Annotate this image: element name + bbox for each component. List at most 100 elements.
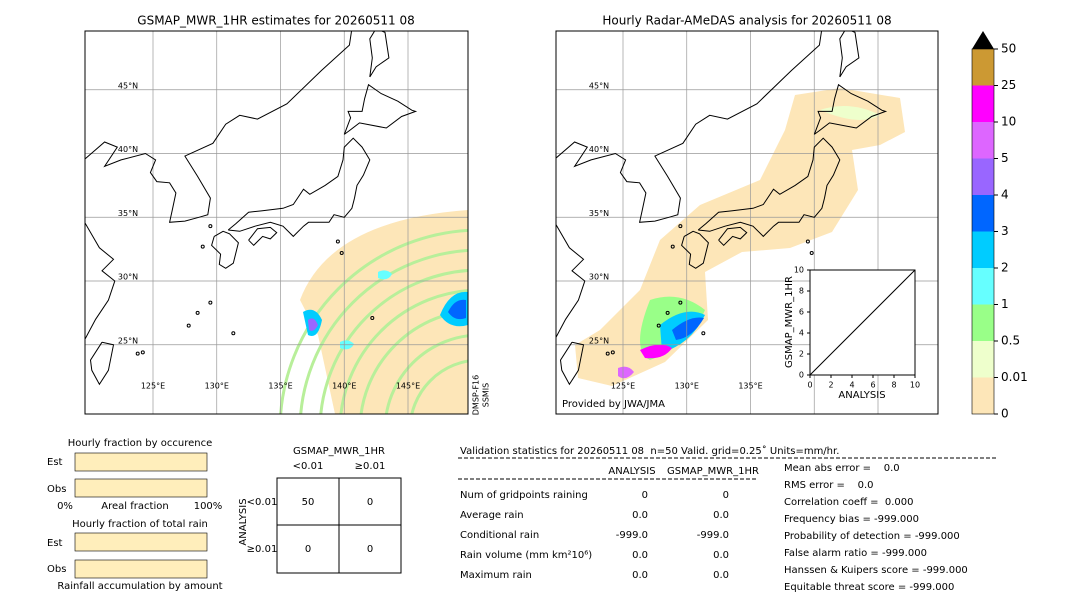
colorbar-extend	[972, 31, 994, 49]
island	[809, 250, 814, 255]
coastline	[343, 83, 418, 135]
row-label: ≥0.01	[247, 544, 278, 555]
colorbar-segment	[972, 268, 994, 305]
colorbar-segment	[972, 49, 994, 86]
satellite-label: SSMIS	[482, 383, 491, 408]
coastline	[211, 230, 239, 269]
column-label: ≥0.01	[355, 461, 386, 472]
lat-label: 35°N	[589, 209, 609, 218]
colorbar-segment	[972, 231, 994, 268]
row-label: Est	[47, 457, 63, 468]
score: Frequency bias = -999.000	[784, 514, 919, 525]
lon-label: 135°E	[738, 382, 762, 391]
score: RMS error = 0.0	[784, 480, 874, 491]
colorbar-label: 5	[1001, 151, 1009, 165]
row-label: Obs	[47, 564, 66, 575]
cell: 0	[367, 544, 373, 555]
cell: 0	[305, 544, 311, 555]
lon-label: 125°E	[141, 382, 165, 391]
coastline	[556, 31, 823, 223]
x-tick-label: 4	[849, 381, 854, 390]
score: Hanssen & Kuipers score = -999.000	[784, 565, 968, 576]
island	[670, 244, 675, 249]
colorbar-label: 0.5	[1001, 334, 1020, 348]
colorbar-segment	[972, 304, 994, 341]
map-frame	[555, 30, 939, 415]
column-label: GSMAP_MWR_1HR	[667, 466, 759, 477]
x-axis-label: ANALYSIS	[838, 390, 885, 401]
score: False alarm ratio = -999.000	[784, 548, 927, 559]
axis-label: 0%	[57, 501, 73, 512]
coastline	[89, 341, 115, 386]
stat-value: 0.0	[632, 550, 648, 561]
satellite-label: DMSP-F16	[472, 375, 481, 415]
stat-label: Maximum rain	[460, 570, 532, 581]
island	[140, 350, 145, 355]
island	[339, 250, 344, 255]
cell: 0	[367, 497, 373, 508]
colorbar-segment	[972, 122, 994, 159]
colorbar-label: 3	[1001, 224, 1009, 238]
colorbar-segment	[972, 377, 994, 414]
island	[678, 300, 683, 305]
coastline	[697, 137, 841, 238]
coastline	[556, 223, 586, 339]
island	[678, 224, 683, 229]
island	[200, 244, 205, 249]
score: Equitable threat score = -999.000	[784, 582, 954, 593]
lat-label: 30°N	[118, 273, 138, 282]
y-axis-label: GSMAP_MWR_1HR	[784, 276, 795, 368]
island	[370, 315, 375, 320]
island	[208, 224, 213, 229]
x-tick-label: 0	[807, 381, 812, 390]
island	[231, 331, 236, 336]
lon-label: 130°E	[675, 382, 699, 391]
coastline	[839, 31, 860, 78]
lat-label: 45°N	[589, 81, 609, 90]
coastline	[227, 137, 371, 238]
colorbar-label: 1	[1001, 297, 1009, 311]
y-tick-label: 8	[799, 287, 804, 296]
lon-label: 135°E	[268, 382, 292, 391]
row-label: Obs	[47, 484, 66, 495]
row-axis-label: ANALYSIS	[238, 498, 249, 545]
lat-label: 40°N	[118, 145, 138, 154]
island	[135, 351, 140, 356]
lat-label: 45°N	[118, 81, 138, 90]
stat-value: 0.0	[632, 510, 648, 521]
column-label: ANALYSIS	[608, 466, 655, 477]
stat-label: Num of gridpoints raining	[460, 490, 588, 501]
colorbar-segment	[972, 85, 994, 122]
y-tick-label: 2	[799, 350, 804, 359]
colorbar-label: 2	[1001, 261, 1009, 275]
y-tick-label: 6	[799, 308, 804, 317]
lat-label: 25°N	[118, 336, 138, 345]
contingency-title: GSMAP_MWR_1HR	[293, 446, 385, 457]
x-tick-label: 2	[828, 381, 833, 390]
coastline	[85, 222, 116, 340]
x-tick-label: 10	[910, 381, 920, 390]
stat-value: 0	[642, 490, 648, 501]
x-tick-label: 8	[891, 381, 896, 390]
lat-label: 35°N	[118, 209, 138, 218]
colorbar-label: 0.01	[1001, 370, 1028, 384]
colorbar-label: 10	[1001, 115, 1016, 129]
island	[605, 351, 610, 356]
stat-value: -999.0	[616, 530, 648, 541]
lat-label: 30°N	[589, 273, 609, 282]
colorbar-label: 0	[1001, 407, 1009, 421]
coastline	[85, 31, 353, 223]
island	[195, 310, 200, 315]
lat-label: 25°N	[589, 336, 609, 345]
row-label: <0.01	[247, 497, 278, 508]
stat-label: Conditional rain	[460, 530, 539, 541]
y-tick-label: 10	[794, 266, 804, 275]
colorbar-label: 4	[1001, 188, 1009, 202]
colorbar-segment	[972, 158, 994, 195]
coastline	[813, 83, 888, 135]
score: Probability of detection = -999.000	[784, 531, 960, 542]
y-tick-label: 4	[799, 329, 804, 338]
island	[610, 350, 615, 355]
coastline	[369, 31, 390, 78]
